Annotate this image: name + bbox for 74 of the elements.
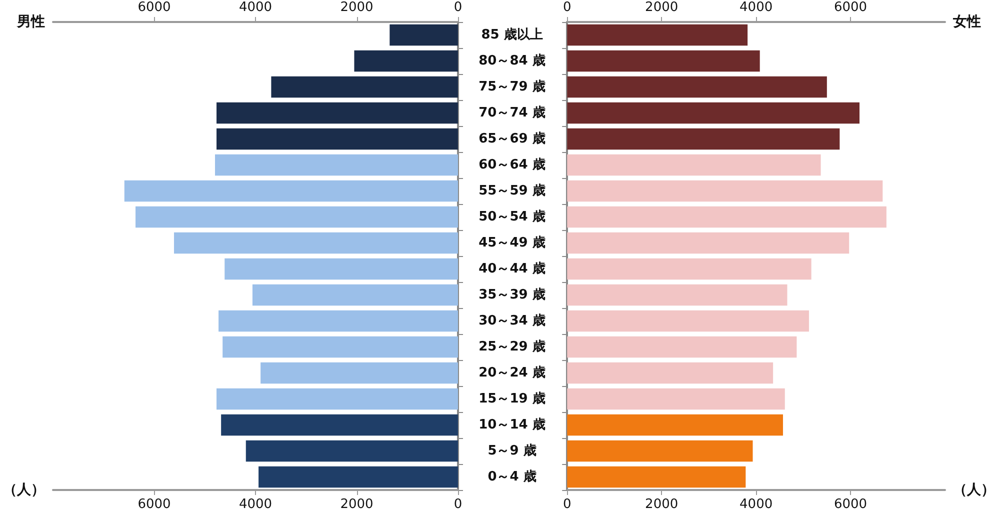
x-tick-label: 0 — [562, 497, 572, 512]
bar — [354, 50, 458, 72]
y-tick-label: 40～44 歳 — [478, 262, 546, 276]
bar — [174, 232, 458, 254]
bar — [567, 76, 827, 98]
y-tick-label: 10～14 歳 — [478, 418, 546, 432]
bar — [224, 258, 458, 280]
x2-axis-title: 男性 — [16, 14, 45, 30]
x-tick-label: 4000 — [740, 497, 773, 512]
bar — [271, 76, 458, 98]
x2-tick-label: 0 — [454, 0, 462, 15]
bar — [567, 362, 774, 384]
y-tick-label: 80～84 歳 — [478, 54, 546, 68]
y-tick-label: 45～49 歳 — [478, 236, 546, 250]
bar — [221, 414, 458, 436]
bar — [216, 128, 458, 150]
bar — [567, 128, 840, 150]
x2-tick-label: 2000 — [340, 0, 374, 15]
x-tick-label: 6000 — [138, 497, 171, 512]
y-tick-label: 20～24 歳 — [478, 366, 546, 380]
x-tick-label: 0 — [454, 497, 462, 512]
y-tick-label: 65～69 歳 — [478, 132, 546, 146]
bar — [567, 440, 753, 462]
x-tick-label: 2000 — [340, 497, 374, 512]
y-tick-label: 25～29 歳 — [478, 340, 546, 354]
x2-tick-label: 6000 — [138, 0, 171, 15]
x-axis-title: （人） — [953, 482, 995, 498]
y-tick-label: 15～19 歳 — [478, 392, 546, 406]
y-tick-label: 85 歳以上 — [481, 28, 543, 42]
bar — [567, 310, 809, 332]
y-tick-label: 55～59 歳 — [478, 184, 546, 198]
y-tick-label: 0～4 歳 — [488, 470, 536, 484]
y-tick-label: 35～39 歳 — [478, 288, 546, 302]
bar — [390, 24, 458, 46]
bar — [567, 102, 860, 124]
bar — [567, 258, 812, 280]
x-tick-label: 4000 — [238, 497, 272, 512]
x2-tick-label: 4000 — [740, 0, 773, 15]
bar — [567, 50, 760, 72]
x2-tick-label: 0 — [562, 0, 572, 15]
y-tick-label: 70～74 歳 — [478, 106, 546, 120]
bar — [567, 154, 821, 176]
x-axis-title: （人） — [3, 482, 45, 498]
bar — [215, 154, 458, 176]
bar — [136, 206, 458, 228]
bar — [216, 102, 458, 124]
bar — [216, 388, 458, 410]
bar — [567, 466, 746, 488]
bar — [567, 336, 797, 358]
bar — [567, 388, 785, 410]
y-tick-label: 50～54 歳 — [478, 210, 546, 224]
bar — [567, 414, 783, 436]
x-tick-label: 6000 — [834, 497, 868, 512]
bar — [567, 232, 850, 254]
x2-tick-label: 2000 — [645, 0, 678, 15]
bar — [567, 24, 748, 46]
bar — [260, 362, 458, 384]
x-tick-label: 2000 — [645, 497, 678, 512]
bar — [252, 284, 458, 306]
bar — [567, 284, 788, 306]
x2-axis-title: 女性 — [952, 14, 981, 30]
bar — [258, 466, 458, 488]
x2-tick-label: 4000 — [238, 0, 272, 15]
bar — [124, 180, 458, 202]
y-tick-label: 75～79 歳 — [478, 80, 546, 94]
bar — [218, 310, 458, 332]
bar — [222, 336, 458, 358]
bar — [246, 440, 458, 462]
y-tick-label: 5～9 歳 — [488, 444, 536, 458]
x2-tick-label: 6000 — [834, 0, 868, 15]
bar — [567, 206, 886, 228]
y-tick-label: 60～64 歳 — [478, 158, 546, 172]
y-tick-label: 30～34 歳 — [478, 314, 546, 328]
bar — [567, 180, 883, 202]
